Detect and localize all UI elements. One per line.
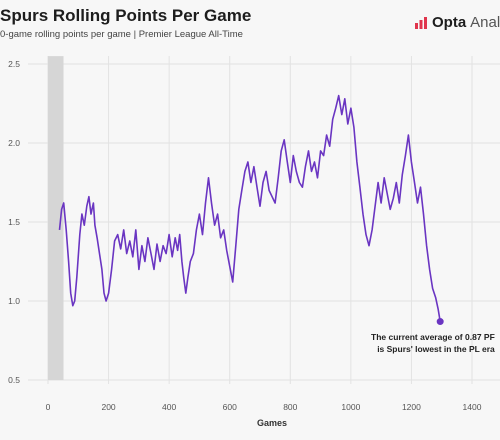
shade-layer <box>48 56 64 380</box>
annotation-line-1: The current average of 0.87 PF <box>371 332 495 342</box>
x-tick-label: 1200 <box>402 402 421 412</box>
annotation-text: The current average of 0.87 PF is Spurs'… <box>371 332 495 354</box>
chart-title: Spurs Rolling Points Per Game <box>0 6 252 25</box>
x-tick-label: 0 <box>46 402 51 412</box>
marker-layer <box>436 318 444 326</box>
line-layer <box>58 94 441 322</box>
current-value-marker <box>436 318 444 326</box>
annotation-line-2: is Spurs' lowest in the PL era <box>377 344 495 354</box>
brand-logo: Opta Analyst <box>414 14 500 31</box>
x-axis-label: Games <box>257 418 287 428</box>
y-tick-label: 0.5 <box>8 375 20 385</box>
shaded-region <box>48 56 64 380</box>
y-tick-label: 1.5 <box>8 217 20 227</box>
x-tick-label: 1000 <box>341 402 360 412</box>
x-tick-label: 600 <box>223 402 237 412</box>
x-tick-label: 200 <box>101 402 115 412</box>
y-tick-label: 2.5 <box>8 59 20 69</box>
chart-subtitle: 0-game rolling points per game | Premier… <box>0 29 243 40</box>
axis-layer: 0.5 1.0 1.5 2.0 2.5 0 200 400 600 800 1000 1200 1400 <box>8 59 482 412</box>
brand-suffix: Analyst <box>470 14 500 31</box>
x-tick-label: 400 <box>162 402 176 412</box>
opta-logo-icon <box>415 16 427 29</box>
brand-name: Opta <box>432 14 467 31</box>
y-tick-label: 1.0 <box>8 296 20 306</box>
x-tick-label: 800 <box>283 402 297 412</box>
series-line <box>58 94 441 322</box>
y-tick-label: 2.0 <box>8 138 20 148</box>
x-tick-label: 1400 <box>463 402 482 412</box>
